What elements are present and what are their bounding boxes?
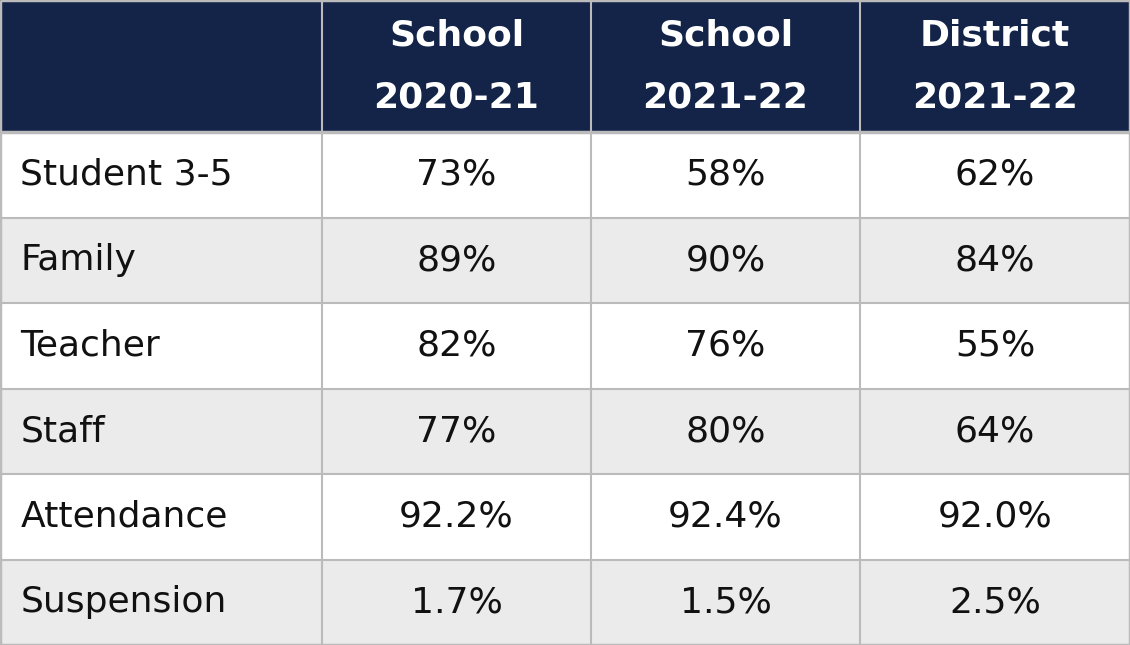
Text: 80%: 80% (685, 414, 766, 448)
Text: 2020-21: 2020-21 (374, 80, 539, 114)
Bar (860, 388, 1130, 474)
Bar (322, 559, 591, 645)
Text: 73%: 73% (416, 158, 497, 192)
Text: 76%: 76% (685, 329, 766, 363)
Text: 55%: 55% (955, 329, 1035, 363)
Bar (860, 303, 1130, 388)
Text: 84%: 84% (955, 243, 1035, 277)
Bar (322, 132, 591, 217)
Text: Attendance: Attendance (20, 500, 228, 534)
Text: Student 3-5: Student 3-5 (20, 158, 233, 192)
Bar (860, 0, 1130, 132)
Text: School: School (658, 18, 793, 52)
Text: 2021-22: 2021-22 (643, 80, 808, 114)
Text: District: District (920, 18, 1070, 52)
Text: 1.7%: 1.7% (410, 585, 503, 619)
Text: 89%: 89% (416, 243, 497, 277)
Bar (591, 0, 860, 132)
Text: 62%: 62% (955, 158, 1035, 192)
Bar (322, 388, 591, 474)
Text: Staff: Staff (20, 414, 105, 448)
Bar (591, 474, 860, 560)
Text: School: School (389, 18, 524, 52)
Bar (0, 388, 322, 474)
Bar (0, 303, 322, 388)
Text: 82%: 82% (416, 329, 497, 363)
Text: 92.2%: 92.2% (399, 500, 514, 534)
Text: Teacher: Teacher (20, 329, 160, 363)
Bar (860, 217, 1130, 303)
Bar (860, 474, 1130, 560)
Text: 1.5%: 1.5% (679, 585, 772, 619)
Bar (591, 559, 860, 645)
Text: 2.5%: 2.5% (949, 585, 1041, 619)
Bar (591, 303, 860, 388)
Bar (322, 0, 591, 132)
Text: 77%: 77% (416, 414, 497, 448)
Text: Suspension: Suspension (20, 585, 227, 619)
Bar (0, 559, 322, 645)
Text: Family: Family (20, 243, 137, 277)
Text: 92.0%: 92.0% (938, 500, 1052, 534)
Text: 64%: 64% (955, 414, 1035, 448)
Bar (591, 217, 860, 303)
Bar (0, 132, 322, 217)
Text: 2021-22: 2021-22 (912, 80, 1078, 114)
Bar (322, 474, 591, 560)
Text: 92.4%: 92.4% (668, 500, 783, 534)
Text: 58%: 58% (685, 158, 766, 192)
Bar (0, 217, 322, 303)
Bar (0, 474, 322, 560)
Bar (0, 0, 322, 132)
Bar (322, 217, 591, 303)
Bar (322, 303, 591, 388)
Bar (591, 132, 860, 217)
Bar (860, 559, 1130, 645)
Bar (860, 132, 1130, 217)
Text: 90%: 90% (685, 243, 766, 277)
Bar (591, 388, 860, 474)
